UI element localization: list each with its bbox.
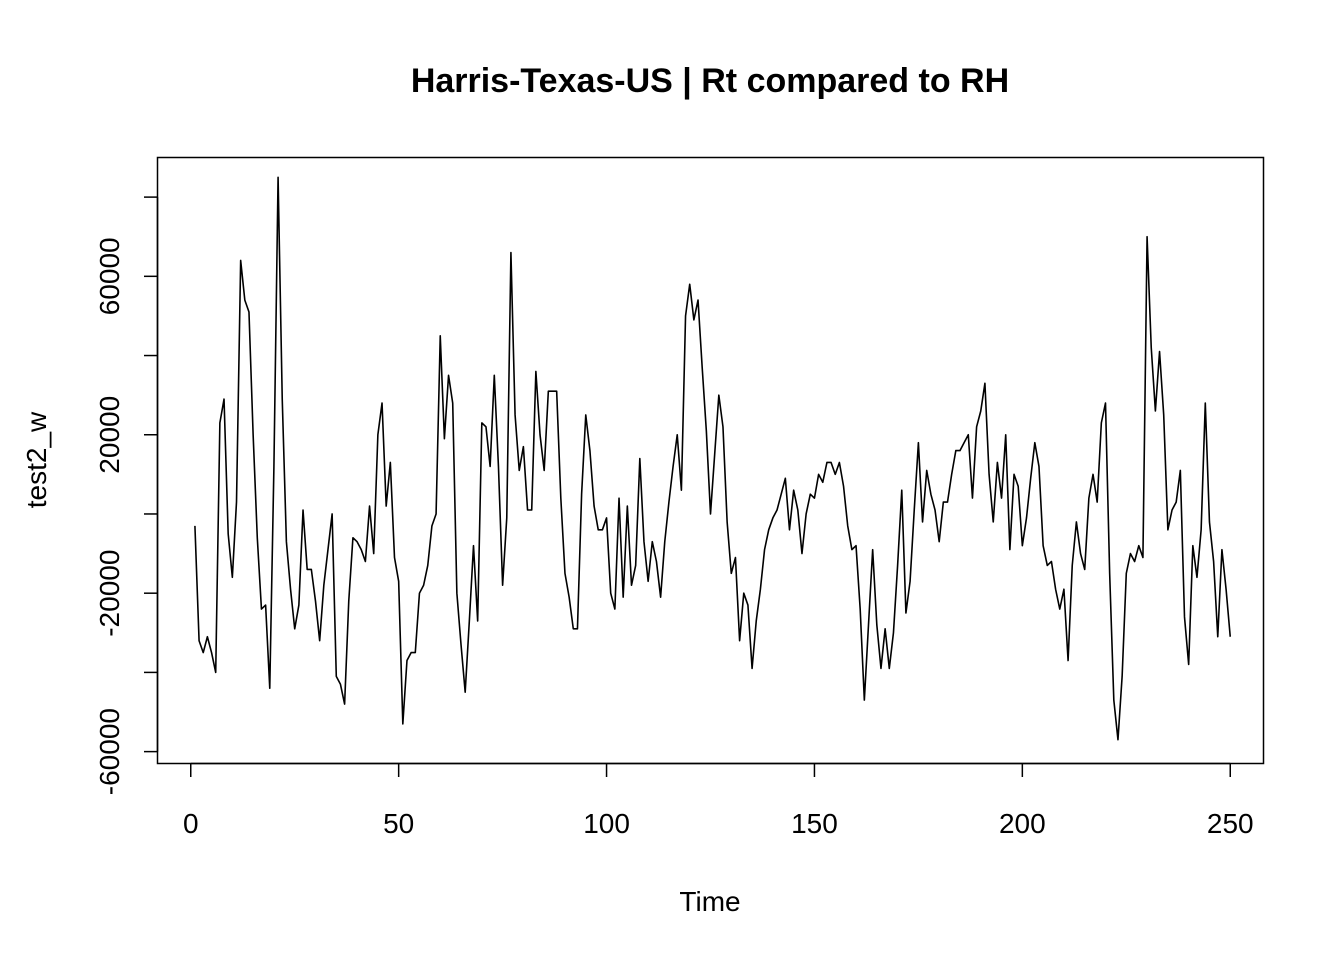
- x-tick-label: 200: [999, 808, 1046, 839]
- x-tick-label: 100: [583, 808, 630, 839]
- y-axis-title: test2_w: [21, 411, 52, 508]
- y-tick-label: 20000: [94, 396, 125, 474]
- x-tick-label: 150: [791, 808, 838, 839]
- y-tick-label: -60000: [94, 708, 125, 795]
- x-tick-label: 250: [1207, 808, 1254, 839]
- plot-frame: [156, 156, 1265, 765]
- y-tick-label: 60000: [94, 237, 125, 315]
- series-line: [194, 176, 1232, 741]
- x-axis-title: Time: [679, 886, 740, 917]
- x-tick-label: 0: [183, 808, 199, 839]
- x-tick-label: 50: [383, 808, 414, 839]
- y-tick-label: -20000: [94, 550, 125, 637]
- y-axis: -60000 -20000 20000 60000: [94, 196, 159, 795]
- x-axis: 0 50 100 150 200 250: [183, 762, 1254, 839]
- chart-title: Harris-Texas-US | Rt compared to RH: [411, 62, 1009, 100]
